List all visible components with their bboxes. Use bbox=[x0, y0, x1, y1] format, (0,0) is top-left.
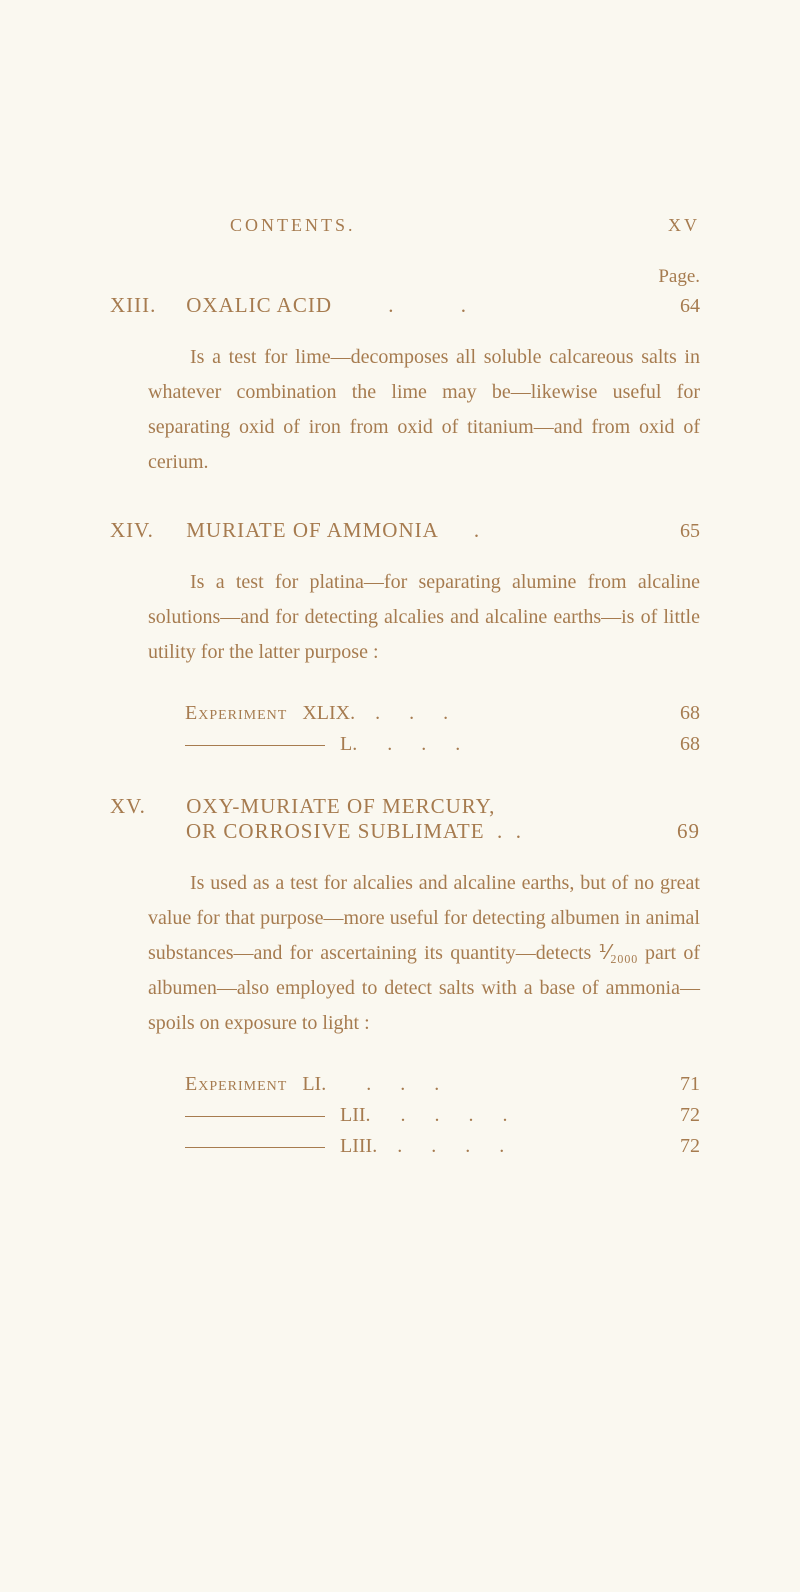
section-title: XIV. MURIATE OF AMMONIA . bbox=[110, 518, 480, 543]
experiment-row: LII. . . . . 72 bbox=[185, 1104, 700, 1127]
section-description: Is a test for platina—for separating alu… bbox=[148, 565, 700, 670]
section-page: 64 bbox=[680, 295, 700, 318]
page-roman: XV bbox=[668, 215, 700, 236]
section-title: XIII. OXALIC ACID . . bbox=[110, 293, 467, 318]
experiment-page: 68 bbox=[680, 702, 700, 725]
experiment-label: LII. . . . . bbox=[185, 1104, 520, 1127]
subtitle-page: 69 bbox=[677, 819, 700, 844]
experiment-page: 72 bbox=[680, 1104, 700, 1127]
dash-line bbox=[185, 1116, 325, 1117]
section-description: Is a test for lime—decomposes all solubl… bbox=[148, 340, 700, 480]
section-title: XV. OXY-MURIATE OF MERCURY, bbox=[110, 794, 495, 818]
experiment-row: LIII. . . . . 72 bbox=[185, 1135, 700, 1158]
dash-line bbox=[185, 745, 325, 746]
experiment-page: 71 bbox=[680, 1073, 700, 1096]
experiment-page: 72 bbox=[680, 1135, 700, 1158]
section-page: 65 bbox=[680, 520, 700, 543]
header-row: CONTENTS. XV bbox=[110, 215, 700, 236]
page-label: Page. bbox=[110, 266, 700, 288]
dash-line bbox=[185, 1147, 325, 1148]
section-description: Is used as a test for alcalies and alcal… bbox=[148, 866, 700, 1041]
section-header: XIV. MURIATE OF AMMONIA . 65 bbox=[110, 518, 700, 543]
experiment-page: 68 bbox=[680, 733, 700, 756]
experiment-label: Experiment LI. . . . bbox=[185, 1073, 451, 1096]
section-header: XIII. OXALIC ACID . . 64 bbox=[110, 293, 700, 318]
experiment-row: L. . . . 68 bbox=[185, 733, 700, 756]
section-subtitle: OR CORROSIVE SUBLIMATE . . 69 bbox=[186, 819, 700, 844]
experiment-label: Experiment XLIX. . . . bbox=[185, 702, 460, 725]
section-header: XV. OXY-MURIATE OF MERCURY, bbox=[110, 794, 700, 819]
experiment-label: L. . . . bbox=[185, 733, 472, 756]
contents-title: CONTENTS. bbox=[230, 215, 356, 236]
experiment-row: Experiment LI. . . . 71 bbox=[185, 1073, 700, 1096]
experiment-row: Experiment XLIX. . . . 68 bbox=[185, 702, 700, 725]
experiment-label: LIII. . . . . bbox=[185, 1135, 516, 1158]
